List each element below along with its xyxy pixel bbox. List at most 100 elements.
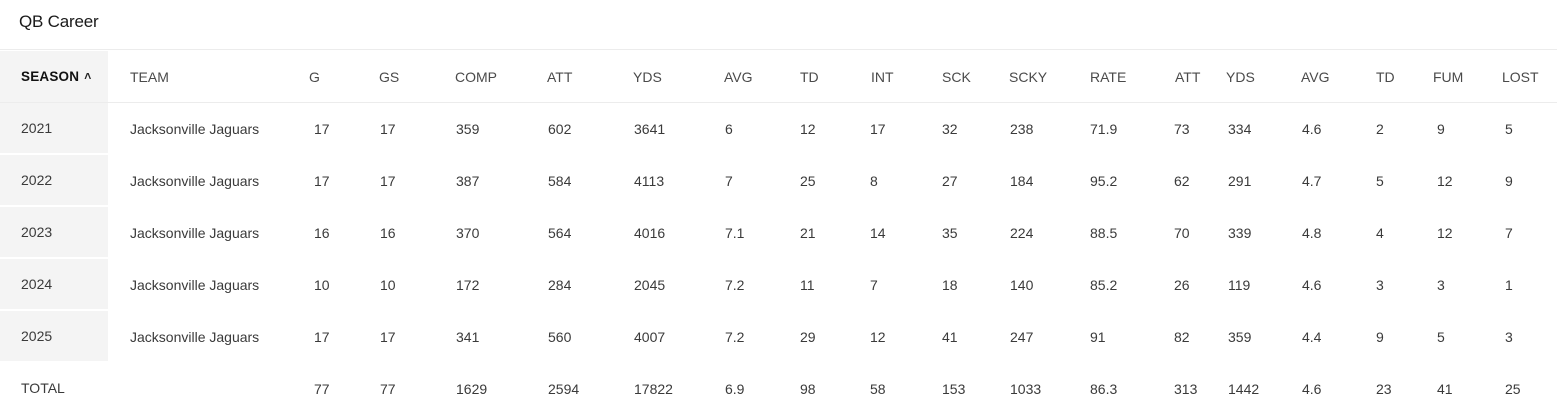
cell-int: 17	[854, 103, 926, 155]
cell-comp: 341	[434, 311, 528, 363]
cell-g: 17	[292, 103, 364, 155]
page-title: QB Career	[19, 12, 99, 31]
cell-fum: 12	[1418, 207, 1489, 259]
column-header-rush-avg[interactable]: AVG	[1286, 51, 1360, 103]
cell-team: Jacksonville Jaguars	[108, 207, 292, 259]
cell-rate: 85.2	[1072, 259, 1158, 311]
cell-att: 560	[528, 311, 612, 363]
cell-int: 12	[854, 311, 926, 363]
cell-yds: 2045	[612, 259, 703, 311]
cell-td: 4	[1360, 207, 1418, 259]
cell-td: 9	[1360, 311, 1418, 363]
cell-td: 29	[783, 311, 854, 363]
cell-yds: 1442	[1212, 363, 1286, 415]
cell-td: 23	[1360, 363, 1418, 415]
column-header-rush-td[interactable]: TD	[1360, 51, 1418, 103]
column-header-att[interactable]: ATT	[528, 51, 612, 103]
table-row: 2023 Jacksonville Jaguars 16 16 370 564 4016 7.…	[0, 207, 1557, 259]
column-header-lost[interactable]: LOST	[1489, 51, 1557, 103]
cell-att: 602	[528, 103, 612, 155]
column-header-sck[interactable]: SCK	[926, 51, 994, 103]
cell-scky: 247	[994, 311, 1072, 363]
cell-yds: 3641	[612, 103, 703, 155]
column-header-team[interactable]: TEAM	[108, 51, 292, 103]
cell-att: 26	[1158, 259, 1212, 311]
table-row: 2024 Jacksonville Jaguars 10 10 172 284 2045 7.…	[0, 259, 1557, 311]
column-header-g[interactable]: G	[292, 51, 364, 103]
cell-gs: 17	[364, 311, 434, 363]
cell-yds: 4007	[612, 311, 703, 363]
table-row: 2021 Jacksonville Jaguars 17 17 359 602 3641 6 1…	[0, 103, 1557, 155]
cell-gs: 17	[364, 103, 434, 155]
cell-comp: 370	[434, 207, 528, 259]
cell-yds: 4113	[612, 155, 703, 207]
cell-sck: 35	[926, 207, 994, 259]
cell-lost: 5	[1489, 103, 1557, 155]
cell-td: 98	[783, 363, 854, 415]
cell-td: 2	[1360, 103, 1418, 155]
cell-comp: 387	[434, 155, 528, 207]
cell-td: 21	[783, 207, 854, 259]
column-header-td[interactable]: TD	[783, 51, 854, 103]
cell-avg: 7.2	[703, 259, 783, 311]
column-header-scky[interactable]: SCKY	[994, 51, 1072, 103]
cell-scky: 1033	[994, 363, 1072, 415]
cell-team: Jacksonville Jaguars	[108, 311, 292, 363]
cell-yds: 359	[1212, 311, 1286, 363]
cell-scky: 184	[994, 155, 1072, 207]
column-header-fum[interactable]: FUM	[1418, 51, 1489, 103]
cell-team: Jacksonville Jaguars	[108, 103, 292, 155]
cell-fum: 3	[1418, 259, 1489, 311]
column-header-yds[interactable]: YDS	[612, 51, 703, 103]
cell-comp: 1629	[434, 363, 528, 415]
cell-lost: 9	[1489, 155, 1557, 207]
cell-att: 70	[1158, 207, 1212, 259]
cell-att: 584	[528, 155, 612, 207]
cell-avg: 4.8	[1286, 207, 1360, 259]
cell-td: 25	[783, 155, 854, 207]
cell-rate: 86.3	[1072, 363, 1158, 415]
cell-avg: 7.1	[703, 207, 783, 259]
cell-scky: 224	[994, 207, 1072, 259]
cell-scky: 238	[994, 103, 1072, 155]
cell-avg: 7.2	[703, 311, 783, 363]
column-header-rush-att[interactable]: ATT	[1158, 51, 1212, 103]
column-header-rush-yds[interactable]: YDS	[1212, 51, 1286, 103]
cell-att: 82	[1158, 311, 1212, 363]
cell-season: 2023	[0, 207, 108, 259]
column-header-rate[interactable]: RATE	[1072, 51, 1158, 103]
column-header-int[interactable]: INT	[854, 51, 926, 103]
cell-avg: 6.9	[703, 363, 783, 415]
column-header-gs[interactable]: GS	[364, 51, 434, 103]
cell-season: TOTAL	[0, 363, 108, 415]
cell-yds: 17822	[612, 363, 703, 415]
cell-sck: 32	[926, 103, 994, 155]
cell-team: Jacksonville Jaguars	[108, 259, 292, 311]
cell-att: 284	[528, 259, 612, 311]
cell-season: 2024	[0, 259, 108, 311]
cell-int: 8	[854, 155, 926, 207]
cell-team	[108, 363, 292, 415]
table-body: 2021 Jacksonville Jaguars 17 17 359 602 3641 6 1…	[0, 103, 1557, 415]
cell-att: 2594	[528, 363, 612, 415]
column-header-avg[interactable]: AVG	[703, 51, 783, 103]
cell-season: 2021	[0, 103, 108, 155]
column-header-comp[interactable]: COMP	[434, 51, 528, 103]
cell-avg: 4.6	[1286, 259, 1360, 311]
cell-season: 2022	[0, 155, 108, 207]
cell-avg: 6	[703, 103, 783, 155]
cell-int: 14	[854, 207, 926, 259]
column-header-season[interactable]: SEASON ˄	[0, 51, 108, 103]
total-row: TOTAL 77 77 1629 2594 17822 6.9 98 58 153 1033 86.3…	[0, 363, 1557, 415]
cell-sck: 41	[926, 311, 994, 363]
cell-g: 16	[292, 207, 364, 259]
qb-career-table: SEASON ˄ TEAM G GS COMP ATT YDS AVG TD IN…	[0, 51, 1557, 415]
table-row: 2025 Jacksonville Jaguars 17 17 341 560 4007 7.…	[0, 311, 1557, 363]
chevron-up-icon[interactable]: ˄	[84, 69, 92, 83]
cell-td: 3	[1360, 259, 1418, 311]
cell-avg: 7	[703, 155, 783, 207]
cell-rate: 95.2	[1072, 155, 1158, 207]
cell-att: 62	[1158, 155, 1212, 207]
cell-td: 11	[783, 259, 854, 311]
cell-avg: 4.4	[1286, 311, 1360, 363]
